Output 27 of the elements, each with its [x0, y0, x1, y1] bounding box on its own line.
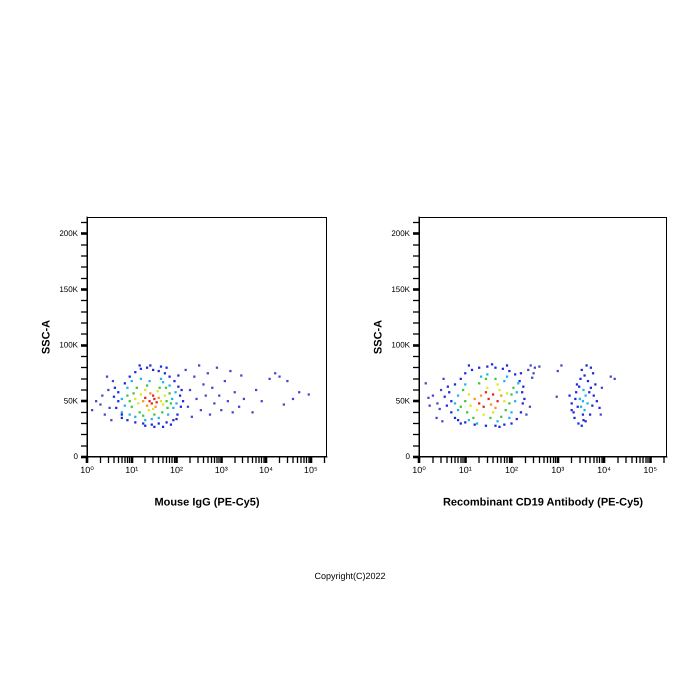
x-tick-label: 10⁴	[259, 464, 274, 475]
x-tick-label: 10¹	[125, 464, 138, 475]
y-tick-label: 200K	[59, 228, 79, 238]
x-tick-label: 10²	[170, 464, 184, 475]
x-axis-title: Recombinant CD19 Antibody (PE-Cy5)	[442, 496, 644, 508]
x-tick-label: 10⁵	[643, 464, 658, 475]
y-tick-label: 200K	[391, 228, 411, 238]
text: Copyright(C)2022	[313, 571, 387, 581]
y-tick-label: 150K	[391, 284, 411, 294]
y-tick-label: 100K	[391, 340, 411, 350]
y-tick-label: 0	[406, 452, 411, 462]
y-tick-label: 150K	[59, 284, 79, 294]
x-tick-label: 10³	[551, 464, 564, 475]
x-tick-label: 10⁰	[412, 464, 426, 475]
y-axis-title: SSC-A	[372, 320, 385, 354]
x-tick-label: 10²	[505, 464, 518, 475]
y-tick-label: 50K	[64, 396, 79, 406]
x-tick-label: 10⁵	[304, 464, 318, 475]
x-tick-label: 10¹	[458, 464, 472, 475]
y-tick-label: 100K	[59, 340, 79, 350]
x-tick-label: 10⁴	[597, 464, 612, 475]
y-axis-title: SSC-A	[40, 320, 53, 354]
y-tick-label: 0	[74, 452, 79, 462]
x-tick-label: 10³	[214, 464, 228, 475]
y-tick-label: 50K	[396, 396, 411, 406]
x-axis-title: Mouse IgG (PE-Cy5)	[154, 496, 260, 508]
x-tick-label: 10⁰	[80, 464, 94, 475]
